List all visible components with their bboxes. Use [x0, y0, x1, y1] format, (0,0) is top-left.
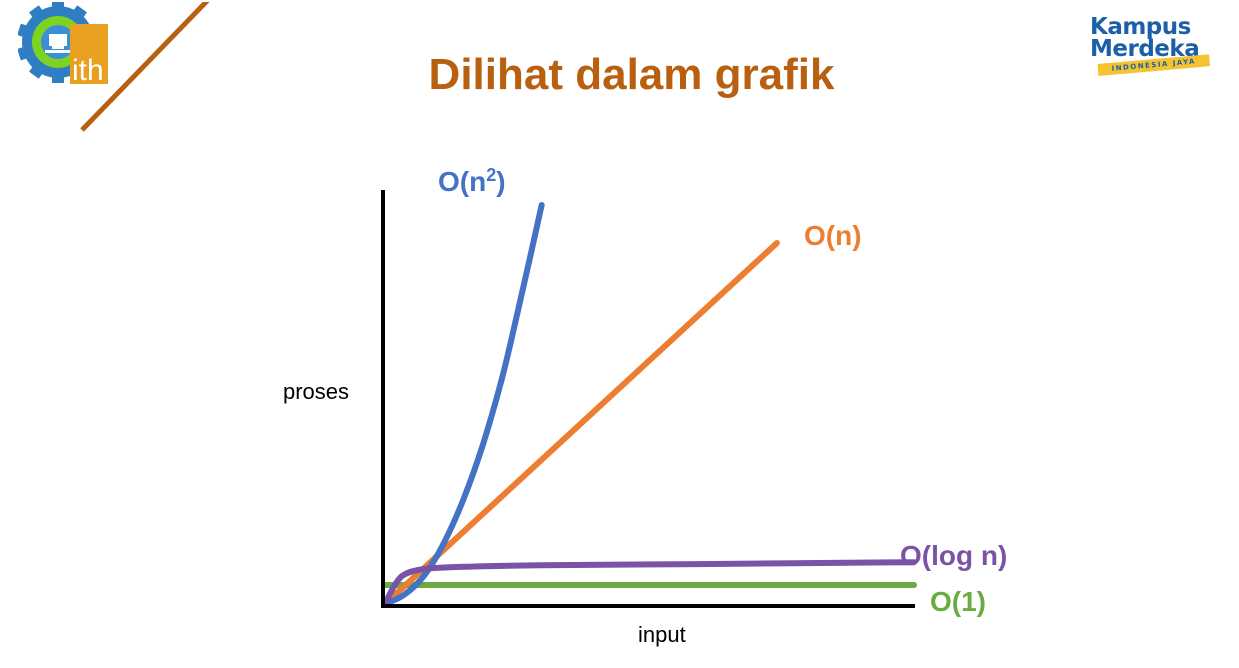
series-line-logarithmic: [382, 559, 917, 607]
ith-logo: ith: [17, 0, 218, 139]
series-label-n: O(n): [804, 220, 862, 251]
series-layer: [382, 202, 917, 607]
slide-title: Dilihat dalam grafik: [428, 50, 835, 99]
series-label-n-squared-end: ): [496, 166, 505, 197]
ith-logo-plate: [70, 24, 108, 84]
series-label-n-squared: O(n2): [438, 165, 506, 197]
series-line-linear: [382, 240, 780, 607]
series-label-constant: O(1): [930, 586, 986, 617]
y-axis-label: proses: [283, 379, 349, 404]
kampus-merdeka-word2: Merdeka: [1090, 36, 1200, 62]
ith-logo-text: ith: [72, 54, 104, 87]
series-label-n-squared-base: O(n: [438, 166, 486, 197]
ith-diagonal-line: [80, 0, 210, 132]
series-label-n-squared-sup: 2: [486, 165, 496, 185]
series-line-quadratic: [382, 202, 545, 607]
ith-logo-graphic: ith: [17, 0, 210, 132]
x-axis-label: input: [638, 622, 686, 647]
series-label-log-n: O(log n): [900, 540, 1007, 571]
kampus-merdeka-word1: Kampus: [1090, 14, 1191, 40]
kampus-merdeka-logo: Kampus Merdeka INDONESIA JAYA: [1090, 14, 1215, 84]
